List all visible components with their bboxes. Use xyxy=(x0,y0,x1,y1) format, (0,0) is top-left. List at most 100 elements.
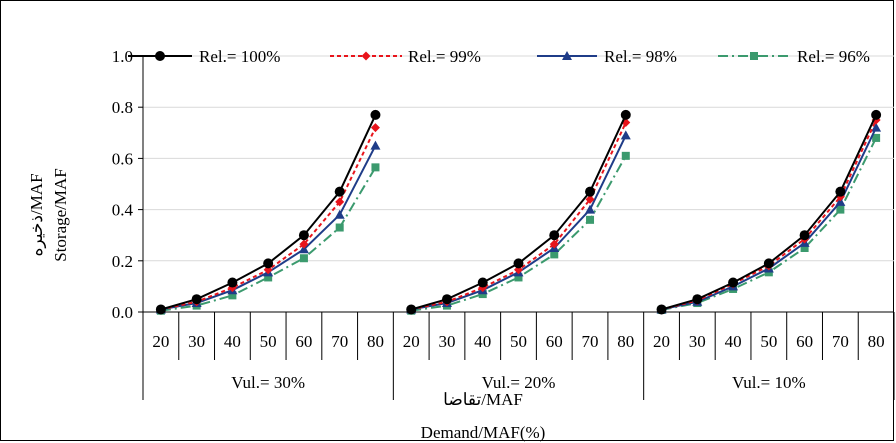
data-point xyxy=(334,186,345,197)
legend-item: Rel.= 98% xyxy=(537,47,677,66)
plot-grid xyxy=(143,55,894,262)
x-tick-label: 50 xyxy=(260,332,277,351)
series-line xyxy=(661,119,878,311)
data-point xyxy=(371,163,380,172)
data-point xyxy=(872,133,881,142)
data-point xyxy=(335,223,344,232)
data-point xyxy=(513,258,524,269)
data-point xyxy=(441,294,452,305)
data-point xyxy=(406,304,417,315)
data-point xyxy=(871,109,882,120)
legend-item: Rel.= 96% xyxy=(718,47,870,66)
x-tick-label: 40 xyxy=(224,332,241,351)
x-tick-label: 70 xyxy=(832,332,849,351)
data-point xyxy=(370,109,381,120)
x-tick-label: 40 xyxy=(725,332,742,351)
y-axis-label: Storage/MAF xyxy=(51,168,70,262)
y-tick-label: 0.8 xyxy=(112,98,133,117)
data-point xyxy=(620,109,631,120)
data-point xyxy=(155,304,166,315)
x-tick-label: 80 xyxy=(617,332,634,351)
y-tick-label: 0.4 xyxy=(112,201,134,220)
x-tick-label: 40 xyxy=(474,332,491,351)
x-tick-label: 60 xyxy=(546,332,563,351)
legend-label: Rel.= 98% xyxy=(604,47,677,66)
legend-label: Rel.= 100% xyxy=(199,47,280,66)
legend-label: Rel.= 96% xyxy=(797,47,870,66)
data-point xyxy=(835,196,846,206)
series-diamond xyxy=(156,115,881,314)
legend-marker xyxy=(562,51,572,60)
series-line xyxy=(661,127,878,311)
x-tick-label: 80 xyxy=(868,332,885,351)
data-point xyxy=(586,215,595,224)
x-tick-label: 50 xyxy=(510,332,527,351)
data-point xyxy=(621,151,630,160)
series-triangle xyxy=(155,122,882,314)
data-point xyxy=(728,277,739,288)
series-layer xyxy=(155,109,882,315)
legend-item: Rel.= 100% xyxy=(128,47,280,66)
data-point xyxy=(763,258,774,269)
data-point xyxy=(299,254,308,263)
y-tick-label: 1.0 xyxy=(112,47,133,66)
data-point xyxy=(549,239,559,249)
data-point xyxy=(298,244,309,254)
data-point xyxy=(298,230,309,241)
x-tick-label: 60 xyxy=(295,332,312,351)
axis-layer: 0.0 0.2 0.4 0.6 0.8 1.0 20 30 40 50 60 70 80 Vul.= 30… xyxy=(112,47,895,400)
data-point xyxy=(550,250,559,259)
data-point xyxy=(477,277,488,288)
x-tick-label: 20 xyxy=(653,332,670,351)
data-point xyxy=(191,294,202,305)
series-line xyxy=(411,155,627,312)
x-tick-label: 20 xyxy=(403,332,420,351)
data-point xyxy=(620,130,631,140)
data-point xyxy=(836,205,845,214)
y-axis-label-persian: ذخیره/MAF xyxy=(27,173,47,256)
x-tick-label: 50 xyxy=(760,332,777,351)
x-tick-label: 60 xyxy=(796,332,813,351)
x-axis-label: Demand/MAF(%) xyxy=(421,423,546,442)
x-tick-label: 20 xyxy=(152,332,169,351)
y-tick-label: 0.0 xyxy=(112,303,133,322)
data-point xyxy=(585,194,595,204)
data-point xyxy=(871,122,882,132)
y-tick-label: 0.2 xyxy=(112,252,133,271)
data-point xyxy=(835,186,846,197)
data-point xyxy=(263,258,274,269)
x-tick-label: 30 xyxy=(188,332,205,351)
legend-marker xyxy=(750,52,758,60)
group-label: Vul.= 10% xyxy=(732,373,806,392)
data-point xyxy=(585,186,596,197)
data-point xyxy=(656,304,667,315)
data-point xyxy=(692,294,703,305)
data-point xyxy=(514,273,523,282)
group-label: Vul.= 20% xyxy=(482,373,556,392)
x-tick-label: 30 xyxy=(438,332,455,351)
data-point xyxy=(227,277,238,288)
series-circle xyxy=(155,109,882,315)
data-point xyxy=(370,140,381,150)
series-square xyxy=(156,133,881,315)
data-point xyxy=(299,239,309,249)
data-point xyxy=(585,204,596,214)
data-point xyxy=(264,273,273,282)
group-label: Vul.= 30% xyxy=(231,373,305,392)
legend-label: Rel.= 99% xyxy=(408,47,481,66)
legend: Rel.= 100% Rel.= 99% Rel.= 98% Rel.= 96% xyxy=(128,47,870,66)
data-point xyxy=(799,230,810,241)
legend-item: Rel.= 99% xyxy=(330,47,481,66)
x-tick-label: 80 xyxy=(367,332,384,351)
legend-marker xyxy=(155,51,165,61)
data-point xyxy=(335,197,345,207)
data-point xyxy=(549,230,560,241)
x-tick-label: 70 xyxy=(331,332,348,351)
y-tick-label: 0.6 xyxy=(112,149,133,168)
data-point xyxy=(334,209,345,219)
x-tick-label: 70 xyxy=(582,332,599,351)
legend-marker xyxy=(361,51,371,61)
data-point xyxy=(800,244,809,252)
